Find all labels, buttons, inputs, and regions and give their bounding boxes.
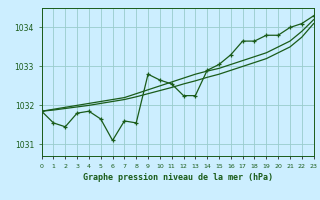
X-axis label: Graphe pression niveau de la mer (hPa): Graphe pression niveau de la mer (hPa) xyxy=(83,173,273,182)
